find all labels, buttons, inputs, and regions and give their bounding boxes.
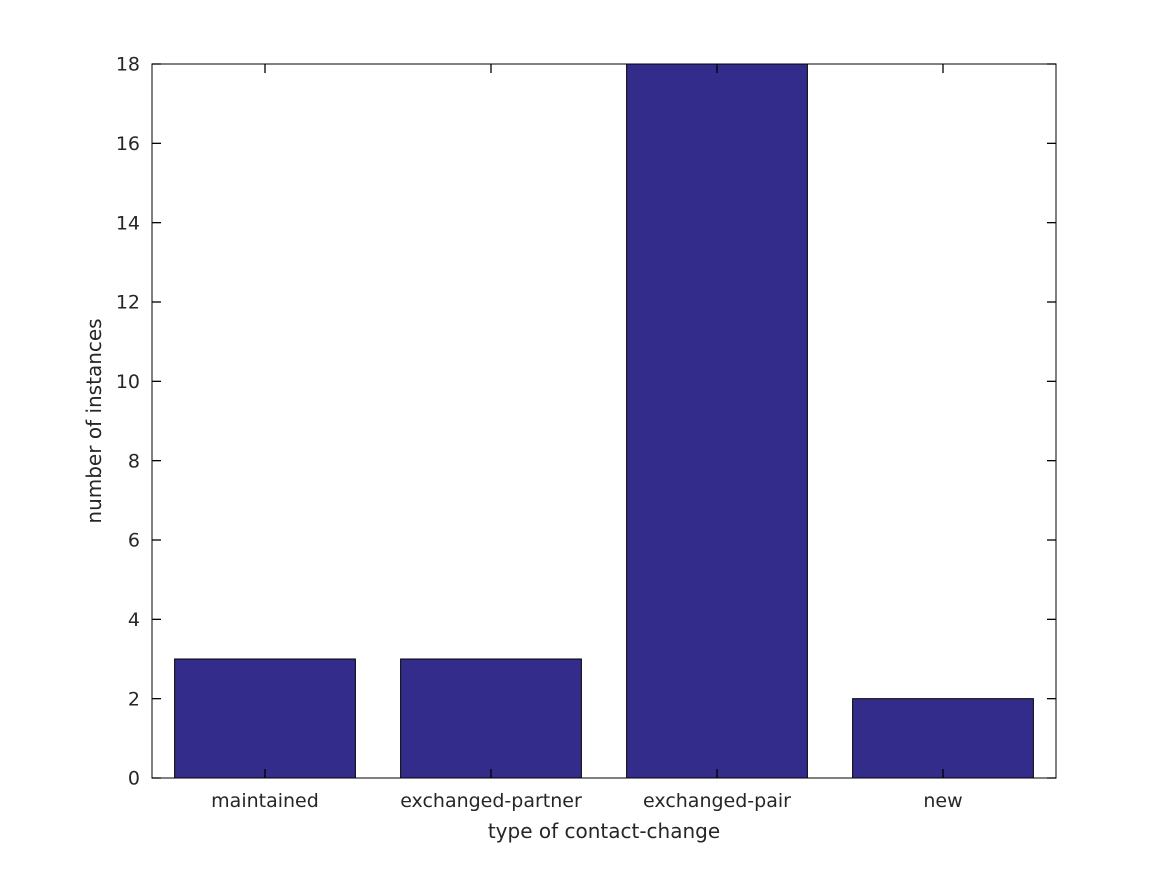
y-tick-label: 12 [116,292,140,314]
bar-exchanged-partner [400,658,582,779]
y-tick-label: 16 [116,133,140,155]
y-tick-label: 10 [116,371,140,393]
x-tick-label: maintained [211,790,319,812]
bar-exchanged-pair [626,63,808,779]
x-tick-label: exchanged-pair [643,790,791,812]
y-tick-label: 0 [128,768,140,790]
y-axis-label: number of instances [82,318,106,523]
x-tick-label: exchanged-partner [400,790,582,812]
y-tick-label: 2 [128,688,140,710]
bar-maintained [174,658,356,779]
x-tick-label: new [923,790,962,812]
y-tick-label: 18 [116,54,140,76]
y-tick-label: 14 [116,212,140,234]
y-tick-label: 6 [128,530,140,552]
plot-border [151,63,1057,779]
x-axis-label: type of contact-change [488,819,720,843]
y-tick-label: 4 [128,609,140,631]
y-tick-label: 8 [128,450,140,472]
bar-new [852,698,1034,779]
